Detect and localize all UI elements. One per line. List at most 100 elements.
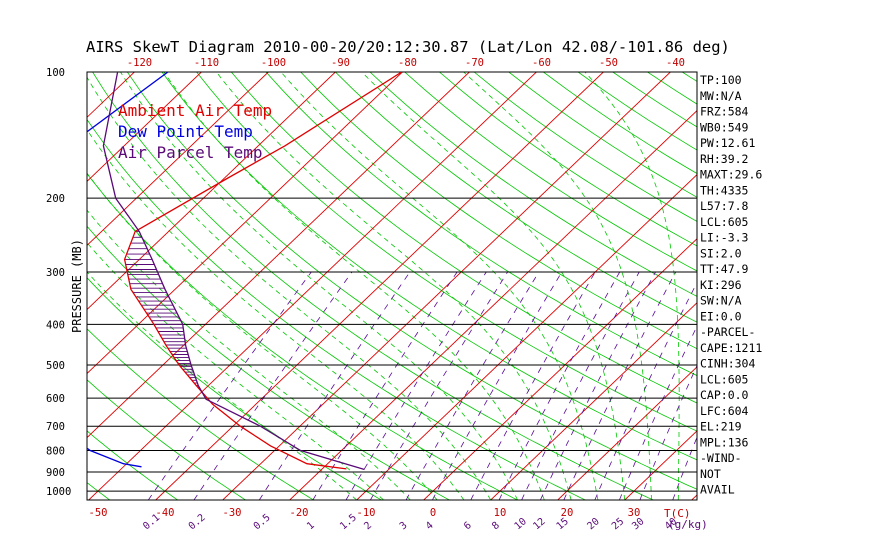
dry-adiabat-line [87, 328, 314, 500]
mixing-ratio-tick-label: 20 [585, 516, 601, 532]
mixing-ratio-line [594, 281, 697, 500]
bottom-temp-tick-label: 0 [430, 507, 436, 519]
bottom-temp-tick-label: -10 [357, 507, 376, 519]
dry-adiabat-line [87, 277, 382, 500]
side-index-text: TH:4335 [700, 183, 748, 197]
pressure-tick-label: 600 [46, 393, 65, 405]
dry-adiabat-line [369, 72, 697, 297]
top-temp-tick-label: -60 [532, 57, 551, 69]
dry-adiabat-line [439, 72, 697, 247]
mixing-ratio-line [258, 271, 411, 500]
mixing-ratio-line [563, 271, 677, 500]
side-index-text: MPL:136 [700, 435, 749, 449]
pressure-tick-label: 800 [46, 446, 65, 458]
side-index-text: L57:7.8 [700, 199, 749, 213]
moist-adiabat-line [87, 242, 384, 500]
mixing-ratio-tick-label: 0.5 [252, 512, 273, 532]
isotherm-line [826, 72, 870, 500]
side-index-text: NOT [700, 467, 721, 481]
moist-adiabat-line [216, 72, 572, 500]
pressure-tick-label: 900 [46, 467, 65, 479]
mixing-ratio-tick-label: 1 [305, 520, 317, 532]
chart-title: AIRS SkewT Diagram 2010-00-20/20:12:30.8… [86, 38, 730, 56]
isotherm-line [222, 72, 671, 500]
dry-adiabat-line [87, 173, 518, 500]
mixing-ratio-line [498, 271, 621, 500]
moist-adiabat-line [87, 209, 411, 500]
mixing-ratio-tick-label: 6 [462, 520, 474, 532]
mixing-ratio-tick-label: 10 [513, 516, 529, 532]
dry-adiabat-line [508, 72, 697, 198]
pressure-tick-label: 300 [46, 267, 65, 279]
side-index-text: FRZ:584 [700, 105, 749, 119]
top-temp-tick-label: -80 [398, 57, 417, 69]
mixing-ratio-line [312, 271, 458, 500]
moist-adiabat-line [584, 72, 680, 500]
dry-adiabat-line [92, 72, 654, 500]
mixing-ratio-tick-label: 2 [362, 520, 374, 532]
mixing-ratio-line [639, 364, 697, 500]
isotherm-line [490, 302, 697, 500]
side-index-text: AVAIL [700, 483, 735, 497]
dry-adiabat-line [0, 72, 42, 500]
dry-adiabat-line [300, 72, 697, 350]
moist-adiabat-line [280, 72, 599, 500]
bottom-temp-tick-label: -50 [89, 507, 108, 519]
side-index-text: CINH:304 [700, 357, 755, 371]
side-index-text: KI:296 [700, 278, 742, 292]
mixing-ratio-line [370, 271, 508, 500]
isotherm-line [289, 109, 697, 500]
side-index-text: CAP:0.0 [700, 388, 749, 402]
side-index-text: -PARCEL- [700, 325, 755, 339]
isotherm-line [88, 72, 537, 500]
side-index-text: RH:39.2 [700, 152, 748, 166]
mixing-ratio-line [405, 271, 540, 500]
mixing-ratio-line [345, 271, 487, 500]
dry-adiabat-line [404, 72, 697, 272]
isotherm-line [423, 238, 697, 500]
pressure-tick-label: 400 [46, 319, 65, 331]
dry-adiabat-line [126, 72, 697, 490]
moist-adiabat-line [87, 172, 438, 500]
isotherm-line [87, 72, 336, 311]
isotherm-line [557, 366, 697, 500]
mixing-ratio-tick-label: 25 [610, 516, 626, 532]
dry-adiabat-line [335, 72, 697, 323]
isotherm-line [356, 174, 697, 500]
side-index-text: MW:N/A [700, 89, 742, 103]
bottom-temp-tick-label: 30 [628, 507, 641, 519]
bottom-temp-tick-label: -30 [223, 507, 242, 519]
side-index-text: SI:2.0 [700, 246, 742, 260]
dry-adiabat-line [196, 72, 697, 432]
mixing-ratio-line [147, 271, 312, 500]
dry-adiabat-line [265, 72, 697, 377]
side-index-text: EI:0.0 [700, 309, 742, 323]
top-temp-tick-label: -50 [599, 57, 618, 69]
mixing-ratio-line [521, 271, 640, 500]
top-temp-tick-label: -70 [465, 57, 484, 69]
side-index-text: CAPE:1211 [700, 341, 762, 355]
side-index-text: PW:12.61 [700, 136, 755, 150]
mixing-ratio-line [672, 436, 697, 500]
isotherm-line [0, 72, 67, 500]
bottom-temp-tick-label: 20 [561, 507, 574, 519]
pressure-tick-label: 100 [46, 67, 65, 79]
mixing-ratio-line [432, 271, 563, 500]
side-index-text: LI:-3.3 [700, 231, 749, 245]
pressure-tick-label: 500 [46, 360, 65, 372]
y-axis-label: PRESSURE (MB) [70, 239, 84, 333]
mixing-ratio-tick-label: 3 [398, 520, 410, 532]
bottom-temp-tick-label: 10 [494, 507, 507, 519]
air-parcel-temp-line [102, 72, 365, 471]
isotherm-line [87, 72, 269, 247]
pressure-tick-label: 700 [46, 421, 65, 433]
side-index-text: SW:N/A [700, 294, 742, 308]
side-index-text: TP:100 [700, 73, 742, 87]
isotherm-line [87, 72, 403, 375]
top-temp-tick-label: -100 [261, 57, 286, 69]
isotherm-line [87, 72, 470, 439]
mixing-ratio-tick-label: 0.2 [187, 512, 208, 532]
moist-adiabat-line [361, 72, 626, 500]
mixing-ratio-line [619, 325, 697, 500]
